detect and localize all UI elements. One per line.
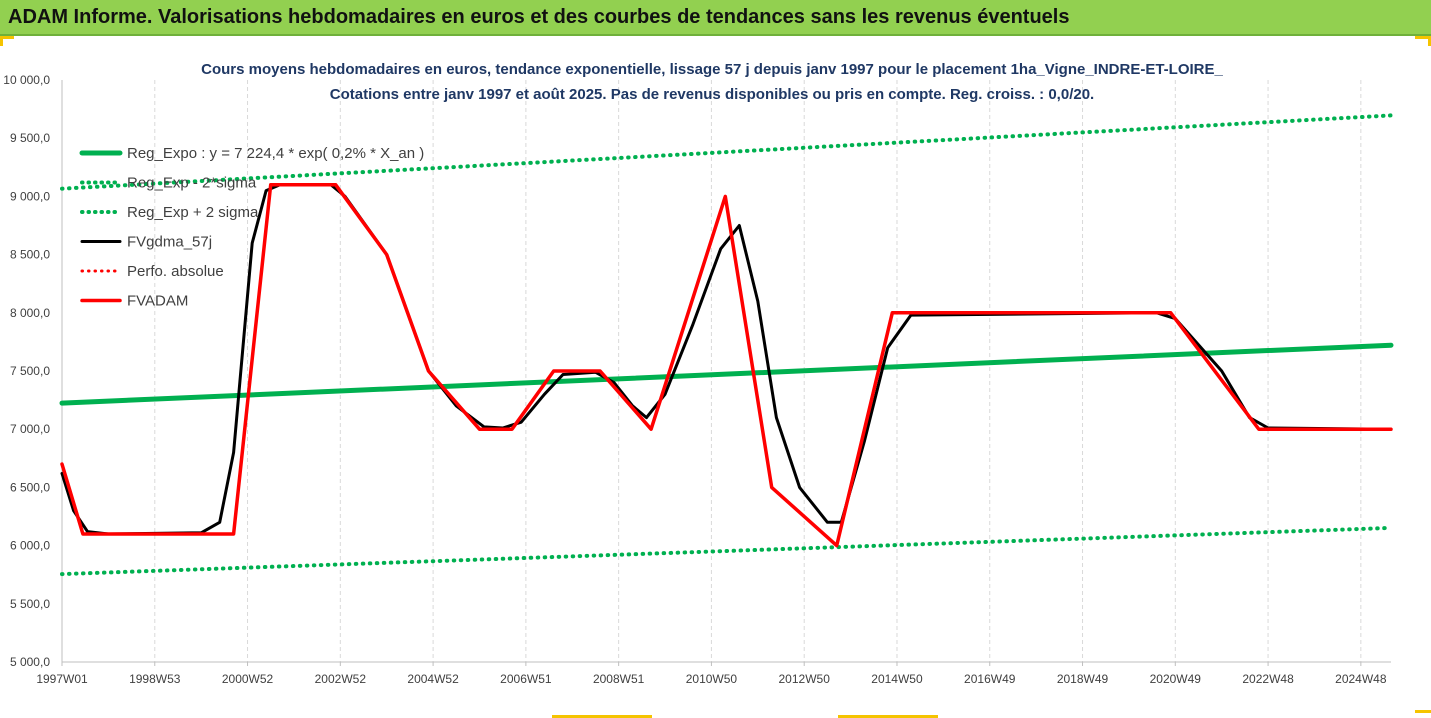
legend-entry-label: Reg_Exp - 2*sigma <box>127 175 257 192</box>
report-title: ADAM Informe. Valorisations hebdomadaire… <box>8 6 1070 28</box>
gridlines <box>154 80 1362 662</box>
series-line-reg-exp <box>60 113 1393 191</box>
x-tick-label: 2008W51 <box>593 672 645 686</box>
chart-title-line: Cotations entre janv 1997 et août 2025. … <box>330 86 1094 103</box>
legend-entry-label: Reg_Expo : y = 7 224,4 * exp( 0,2% * X_a… <box>127 145 424 162</box>
legend-entry-label: FVADAM <box>127 293 188 310</box>
y-tick-label: 7 500,0 <box>10 364 50 378</box>
x-tick-label: 2006W51 <box>500 672 552 686</box>
y-tick-label: 10 000,0 <box>3 73 50 87</box>
y-tick-label: 6 000,0 <box>10 539 50 553</box>
chart-title: Cours moyens hebdomadaires en euros, ten… <box>201 61 1223 103</box>
y-tick-label: 5 500,0 <box>10 597 50 611</box>
corner-marker-right-v <box>1428 36 1431 46</box>
x-tick-label: 2014W50 <box>871 672 923 686</box>
x-tick-label: 2020W49 <box>1150 672 1202 686</box>
corner-marker-left <box>0 36 14 39</box>
corner-marker-bottom-a <box>552 715 652 718</box>
y-tick-label: 6 500,0 <box>10 480 50 494</box>
series-line-fvadam <box>60 183 1393 548</box>
x-tick-label: 1997W01 <box>36 672 88 686</box>
y-tick-label: 9 500,0 <box>10 131 50 145</box>
report-header: ADAM Informe. Valorisations hebdomadaire… <box>0 0 1431 36</box>
x-tick-label: 2016W49 <box>964 672 1016 686</box>
corner-marker-left-v <box>0 36 3 46</box>
y-tick-label: 5 000,0 <box>10 655 50 669</box>
legend: Reg_Expo : y = 7 224,4 * exp( 0,2% * X_a… <box>79 145 424 310</box>
x-tick-label: 2022W48 <box>1242 672 1294 686</box>
y-tick-label: 8 000,0 <box>10 306 50 320</box>
x-tick-label: 2002W52 <box>315 672 367 686</box>
series-line-reg-exp <box>60 525 1393 577</box>
x-tick-label: 2000W52 <box>222 672 274 686</box>
x-tick-label: 2010W50 <box>686 672 738 686</box>
series-line-fvgdma-57j <box>60 183 1393 536</box>
axes <box>61 80 1391 663</box>
y-tick-label: 8 500,0 <box>10 248 50 262</box>
x-tick-label: 2012W50 <box>779 672 831 686</box>
series-line-reg-expo <box>59 342 1394 406</box>
chart-title-line: Cours moyens hebdomadaires en euros, ten… <box>201 61 1223 78</box>
y-tick-label: 7 000,0 <box>10 422 50 436</box>
tick-labels: 5 000,0 5 500,0 6 000,0 6 500,0 7 000,0 7 500… <box>3 73 1387 686</box>
series-group <box>59 113 1394 577</box>
x-tick-label: 2024W48 <box>1335 672 1387 686</box>
x-tick-label: 1998W53 <box>129 672 181 686</box>
legend-entry-label: FVgdma_57j <box>127 234 212 251</box>
x-tick-label: 2018W49 <box>1057 672 1109 686</box>
corner-marker-right <box>1415 36 1431 39</box>
legend-entry-label: Reg_Exp + 2 sigma <box>127 204 259 221</box>
x-tick-label: 2004W52 <box>407 672 459 686</box>
chart: 5 000,0 5 500,0 6 000,0 6 500,0 7 000,0 7 500… <box>3 61 1394 686</box>
y-tick-label: 9 000,0 <box>10 189 50 203</box>
legend-entry-label: Perfo. absolue <box>127 263 224 280</box>
corner-marker-bottom-b <box>838 715 938 718</box>
corner-marker-bottom-c <box>1415 710 1431 713</box>
